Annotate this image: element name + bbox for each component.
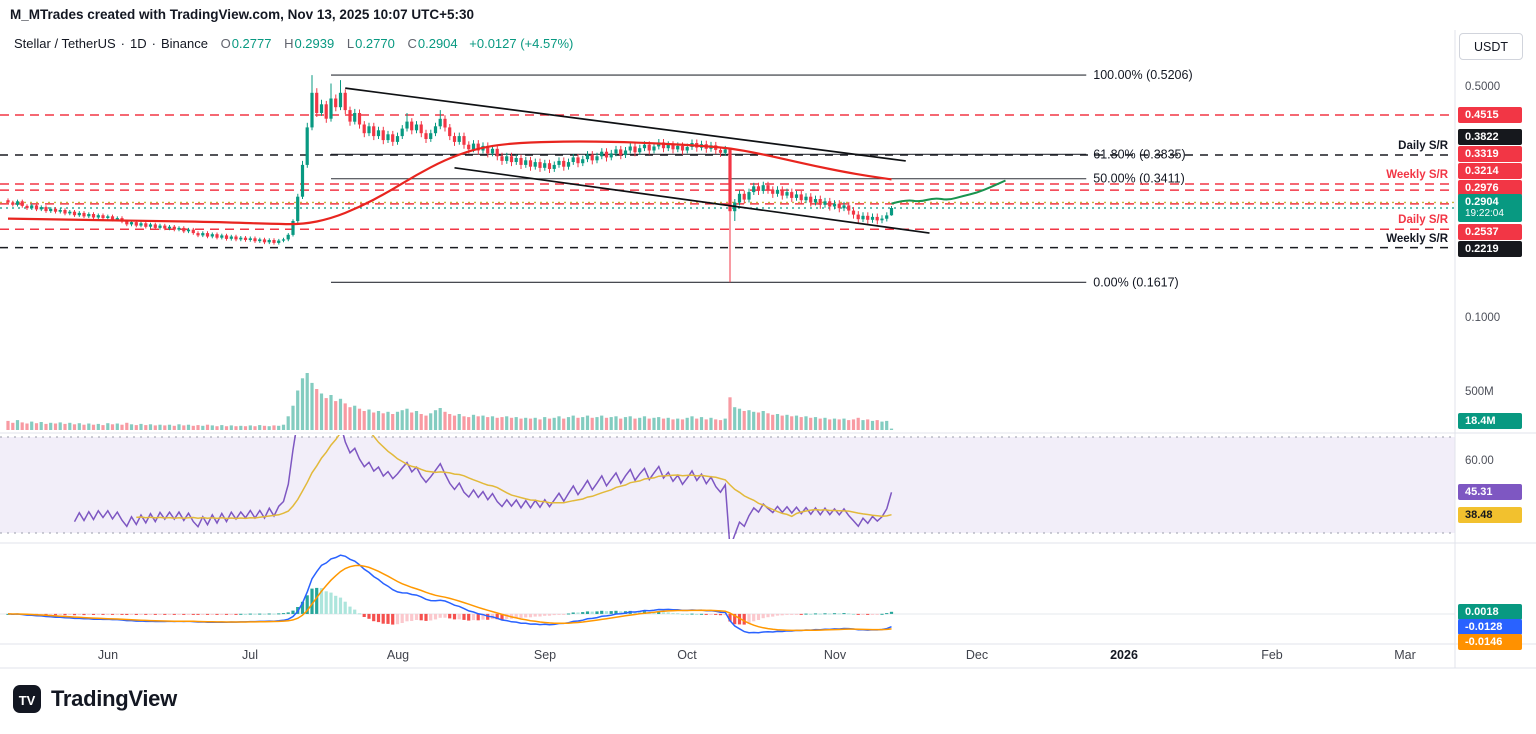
time-axis-label: Dec (965, 648, 989, 662)
svg-text:TV: TV (19, 693, 36, 708)
projection-curve[interactable] (891, 179, 1006, 205)
time-axis-label: Jul (242, 648, 258, 662)
symbol-name[interactable]: Stellar / TetherUS (14, 36, 116, 51)
time-axis[interactable]: Jun Jul Aug Sep Oct Nov Dec 2026 Feb Mar (0, 646, 1536, 668)
fib-retracement[interactable]: 100.00% (0.5206) 61.80% (0.3835) 50.00% (0… (331, 68, 1193, 289)
separator: · (151, 36, 156, 51)
watermark-text: M_MTrades created with TradingView.com, … (10, 7, 475, 22)
low-label: L (346, 36, 355, 51)
exchange-label[interactable]: Binance (160, 36, 208, 51)
time-axis-label: Feb (1261, 648, 1283, 662)
chart-canvas: 100.00% (0.5206) 61.80% (0.3835) 50.00% (0… (0, 30, 1536, 669)
footer: TV TradingView (12, 684, 177, 714)
candles-layer (6, 75, 894, 283)
support-resistance-lines[interactable] (0, 114, 1455, 249)
fib-label: 50.00% (0.3411) (1093, 172, 1185, 186)
brand-name[interactable]: TradingView (51, 686, 177, 711)
tradingview-logo-icon[interactable]: TV (12, 684, 42, 714)
currency-toggle-button[interactable]: USDT (1459, 33, 1523, 60)
fib-label: 61.80% (0.3835) (1093, 147, 1185, 161)
high-label: H (284, 36, 294, 51)
time-axis-label: 2026 (1110, 648, 1138, 662)
change-value: +0.0127 (+4.57%) (469, 36, 574, 51)
moving-average-line[interactable] (7, 140, 892, 226)
macd-signal-line (7, 564, 892, 632)
macd-line (7, 554, 892, 634)
symbol-info-bar: Stellar / TetherUS · 1D · Binance O0.2777 H0… (14, 36, 573, 51)
rsi-ma-line (136, 435, 892, 520)
separator: · (120, 36, 125, 51)
volume-layer (6, 373, 894, 430)
time-axis-label: Sep (533, 648, 557, 662)
low-value: 0.2770 (355, 36, 395, 51)
time-axis-label: Aug (386, 648, 410, 662)
interval-label[interactable]: 1D (129, 36, 147, 51)
close-value: 0.2904 (417, 36, 458, 51)
fib-label: 100.00% (0.5206) (1093, 68, 1192, 82)
time-axis-label: Mar (1394, 648, 1416, 662)
chart-area[interactable]: 100.00% (0.5206) 61.80% (0.3835) 50.00% (0… (0, 0, 1536, 676)
macd-pane (0, 554, 1455, 634)
rsi-pane (0, 435, 1455, 539)
time-axis-label: Jun (97, 648, 119, 662)
fib-label: 0.00% (0.1617) (1093, 275, 1178, 289)
trend-lines[interactable] (345, 87, 930, 234)
time-axis-label: Oct (677, 648, 697, 662)
open-label: O (220, 36, 231, 51)
close-label: C (407, 36, 417, 51)
high-value: 0.2939 (294, 36, 335, 51)
open-value: 0.2777 (231, 36, 272, 51)
time-axis-label: Nov (823, 648, 847, 662)
